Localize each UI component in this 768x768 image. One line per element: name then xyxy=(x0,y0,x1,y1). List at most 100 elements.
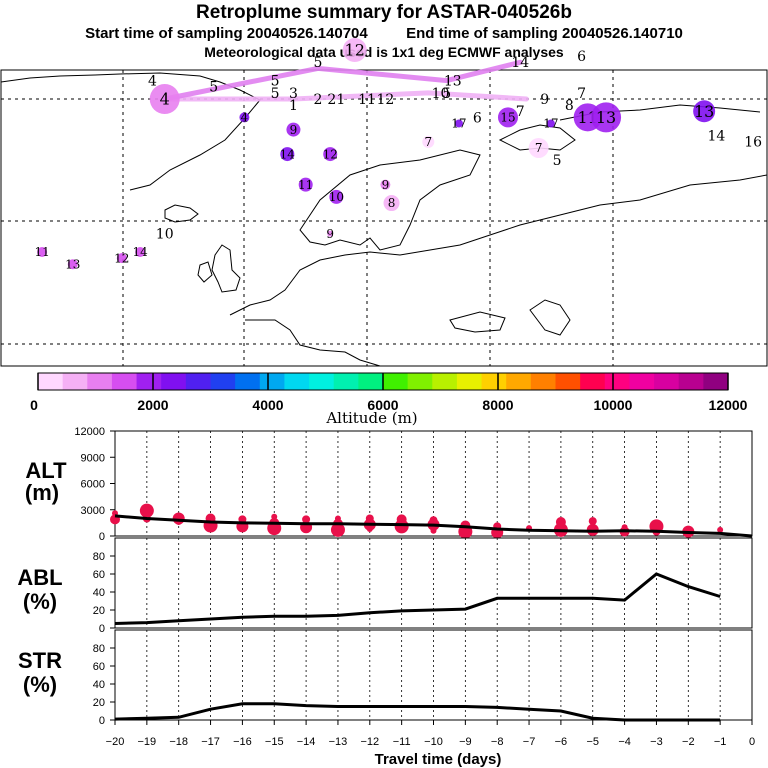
y-tick-label: 0 xyxy=(99,531,105,543)
cluster-age-label: 7 xyxy=(577,86,586,102)
cluster-age-label: 16 xyxy=(744,135,762,151)
cluster-age-label: 5 xyxy=(442,86,451,102)
colorbar-swatch xyxy=(432,373,458,390)
x-tick-label: −20 xyxy=(106,736,125,748)
title-block: Retroplume summary for ASTAR-040526b Sta… xyxy=(0,0,768,60)
x-tick-label: −17 xyxy=(201,736,220,748)
cluster-age-label: 2 xyxy=(313,92,322,108)
altitude-cluster-point xyxy=(717,526,724,533)
x-tick-label: −6 xyxy=(555,736,568,748)
plume-cluster xyxy=(327,230,334,237)
cluster-age-label: 13 xyxy=(444,74,462,90)
altitude-cluster-point xyxy=(394,519,409,534)
cluster-age-label: 12 xyxy=(323,147,338,161)
cluster-age-label: 13 xyxy=(65,257,80,271)
altitude-cluster-point xyxy=(139,503,154,518)
cluster-age-label: 7 xyxy=(516,104,525,120)
y-tick-label: 0 xyxy=(99,715,105,727)
plume-cluster xyxy=(116,253,127,264)
plume-cluster xyxy=(454,119,463,128)
map-labels: 1251461344555321211112105137987615111313… xyxy=(34,38,762,271)
str-panel-label: STR xyxy=(18,648,62,673)
colorbar-swatch xyxy=(111,373,138,390)
plume-cluster xyxy=(329,189,344,204)
plume-track xyxy=(162,59,523,102)
colorbar-swatch xyxy=(555,373,581,390)
plume-cluster xyxy=(135,247,146,257)
y-tick-label: 60 xyxy=(93,661,105,673)
start-time-label: Start time of sampling 20040526.140704 xyxy=(85,25,368,42)
cluster-age-label: 13 xyxy=(596,108,616,127)
coast-ireland xyxy=(197,261,213,283)
cluster-age-label: 9 xyxy=(326,227,334,241)
cluster-age-label: 14 xyxy=(280,147,296,161)
colorbar-tick-label: 8000 xyxy=(482,397,513,413)
x-tick-label: −14 xyxy=(297,736,316,748)
x-tick-label: −2 xyxy=(682,736,695,748)
plume-cluster xyxy=(383,195,400,212)
cluster-age-label: 9 xyxy=(290,123,298,137)
colorbar-swatch xyxy=(87,373,113,390)
plume-cluster xyxy=(280,147,295,162)
colorbar-swatch xyxy=(284,373,310,390)
sampling-times: Start time of sampling 20040526.140704 E… xyxy=(0,24,768,44)
cluster-age-label: 14 xyxy=(511,55,529,71)
y-tick-label: 20 xyxy=(93,697,105,709)
colorbar-swatch xyxy=(654,373,680,390)
y-tick-label: 3000 xyxy=(81,505,105,517)
abl-panel-unit: (%) xyxy=(23,589,57,614)
plume-cluster xyxy=(298,177,313,192)
altitude-cluster-point xyxy=(588,517,597,526)
colorbar-tick-label: 10000 xyxy=(594,397,633,413)
cluster-age-label: 9 xyxy=(540,92,549,108)
plume-cluster xyxy=(528,137,549,158)
x-tick-label: −8 xyxy=(491,736,504,748)
altitude-cluster-point xyxy=(330,522,345,537)
met-data-line: Meteorological data used is 1x1 deg ECMW… xyxy=(204,44,564,60)
chart-title: Retroplume summary for ASTAR-040526b xyxy=(196,2,572,23)
colorbar-swatch xyxy=(703,373,729,390)
y-tick-label: 6000 xyxy=(81,479,105,491)
colorbar-swatch xyxy=(210,373,236,390)
cluster-age-label: 12 xyxy=(376,92,394,108)
y-tick-label: 0 xyxy=(99,623,105,635)
cluster-age-label: 3 xyxy=(289,86,298,102)
colorbar-swatch xyxy=(629,373,655,390)
plume-cluster xyxy=(693,100,716,123)
coast-black-sea xyxy=(449,311,506,333)
altitude-cluster-point xyxy=(302,515,311,524)
colorbar-swatch xyxy=(358,373,384,390)
plume-track xyxy=(162,90,529,102)
colorbar-swatch xyxy=(481,373,507,390)
colorbar-swatch xyxy=(604,373,630,390)
cluster-age-label: 10 xyxy=(156,227,174,243)
cluster-age-label: 5 xyxy=(209,80,218,96)
x-tick-label: −4 xyxy=(618,736,631,748)
alt-panel-label: ALT xyxy=(25,458,67,483)
plume-cluster xyxy=(380,179,391,190)
cluster-age-label: 10 xyxy=(329,190,344,204)
cluster-age-label: 14 xyxy=(707,129,725,145)
colorbar-swatch xyxy=(333,373,359,390)
cluster-age-label: 5 xyxy=(313,55,322,71)
plume-cluster xyxy=(67,259,78,270)
y-tick-label: 40 xyxy=(93,679,105,691)
colorbar-swatch xyxy=(136,373,162,390)
plume-cluster xyxy=(591,102,622,133)
cluster-age-label: 8 xyxy=(565,98,574,114)
coast-iceland xyxy=(164,204,199,223)
alt-panel-unit: (m) xyxy=(25,480,59,505)
colorbar-swatch xyxy=(383,373,409,390)
coast-scandinavia xyxy=(299,149,481,251)
coast-eurasia xyxy=(229,174,768,316)
plume-tracks xyxy=(162,59,529,102)
plume-cluster xyxy=(286,122,301,137)
cluster-age-label: 7 xyxy=(535,141,543,155)
colorbar-tick-label: 2000 xyxy=(137,397,168,413)
y-tick-label: 80 xyxy=(93,551,105,563)
x-tick-label: −3 xyxy=(650,736,663,748)
cluster-age-label: 10 xyxy=(432,86,450,102)
colorbar-swatch xyxy=(235,373,261,390)
x-tick-label: 0 xyxy=(749,736,755,748)
plume-cluster xyxy=(497,107,518,128)
